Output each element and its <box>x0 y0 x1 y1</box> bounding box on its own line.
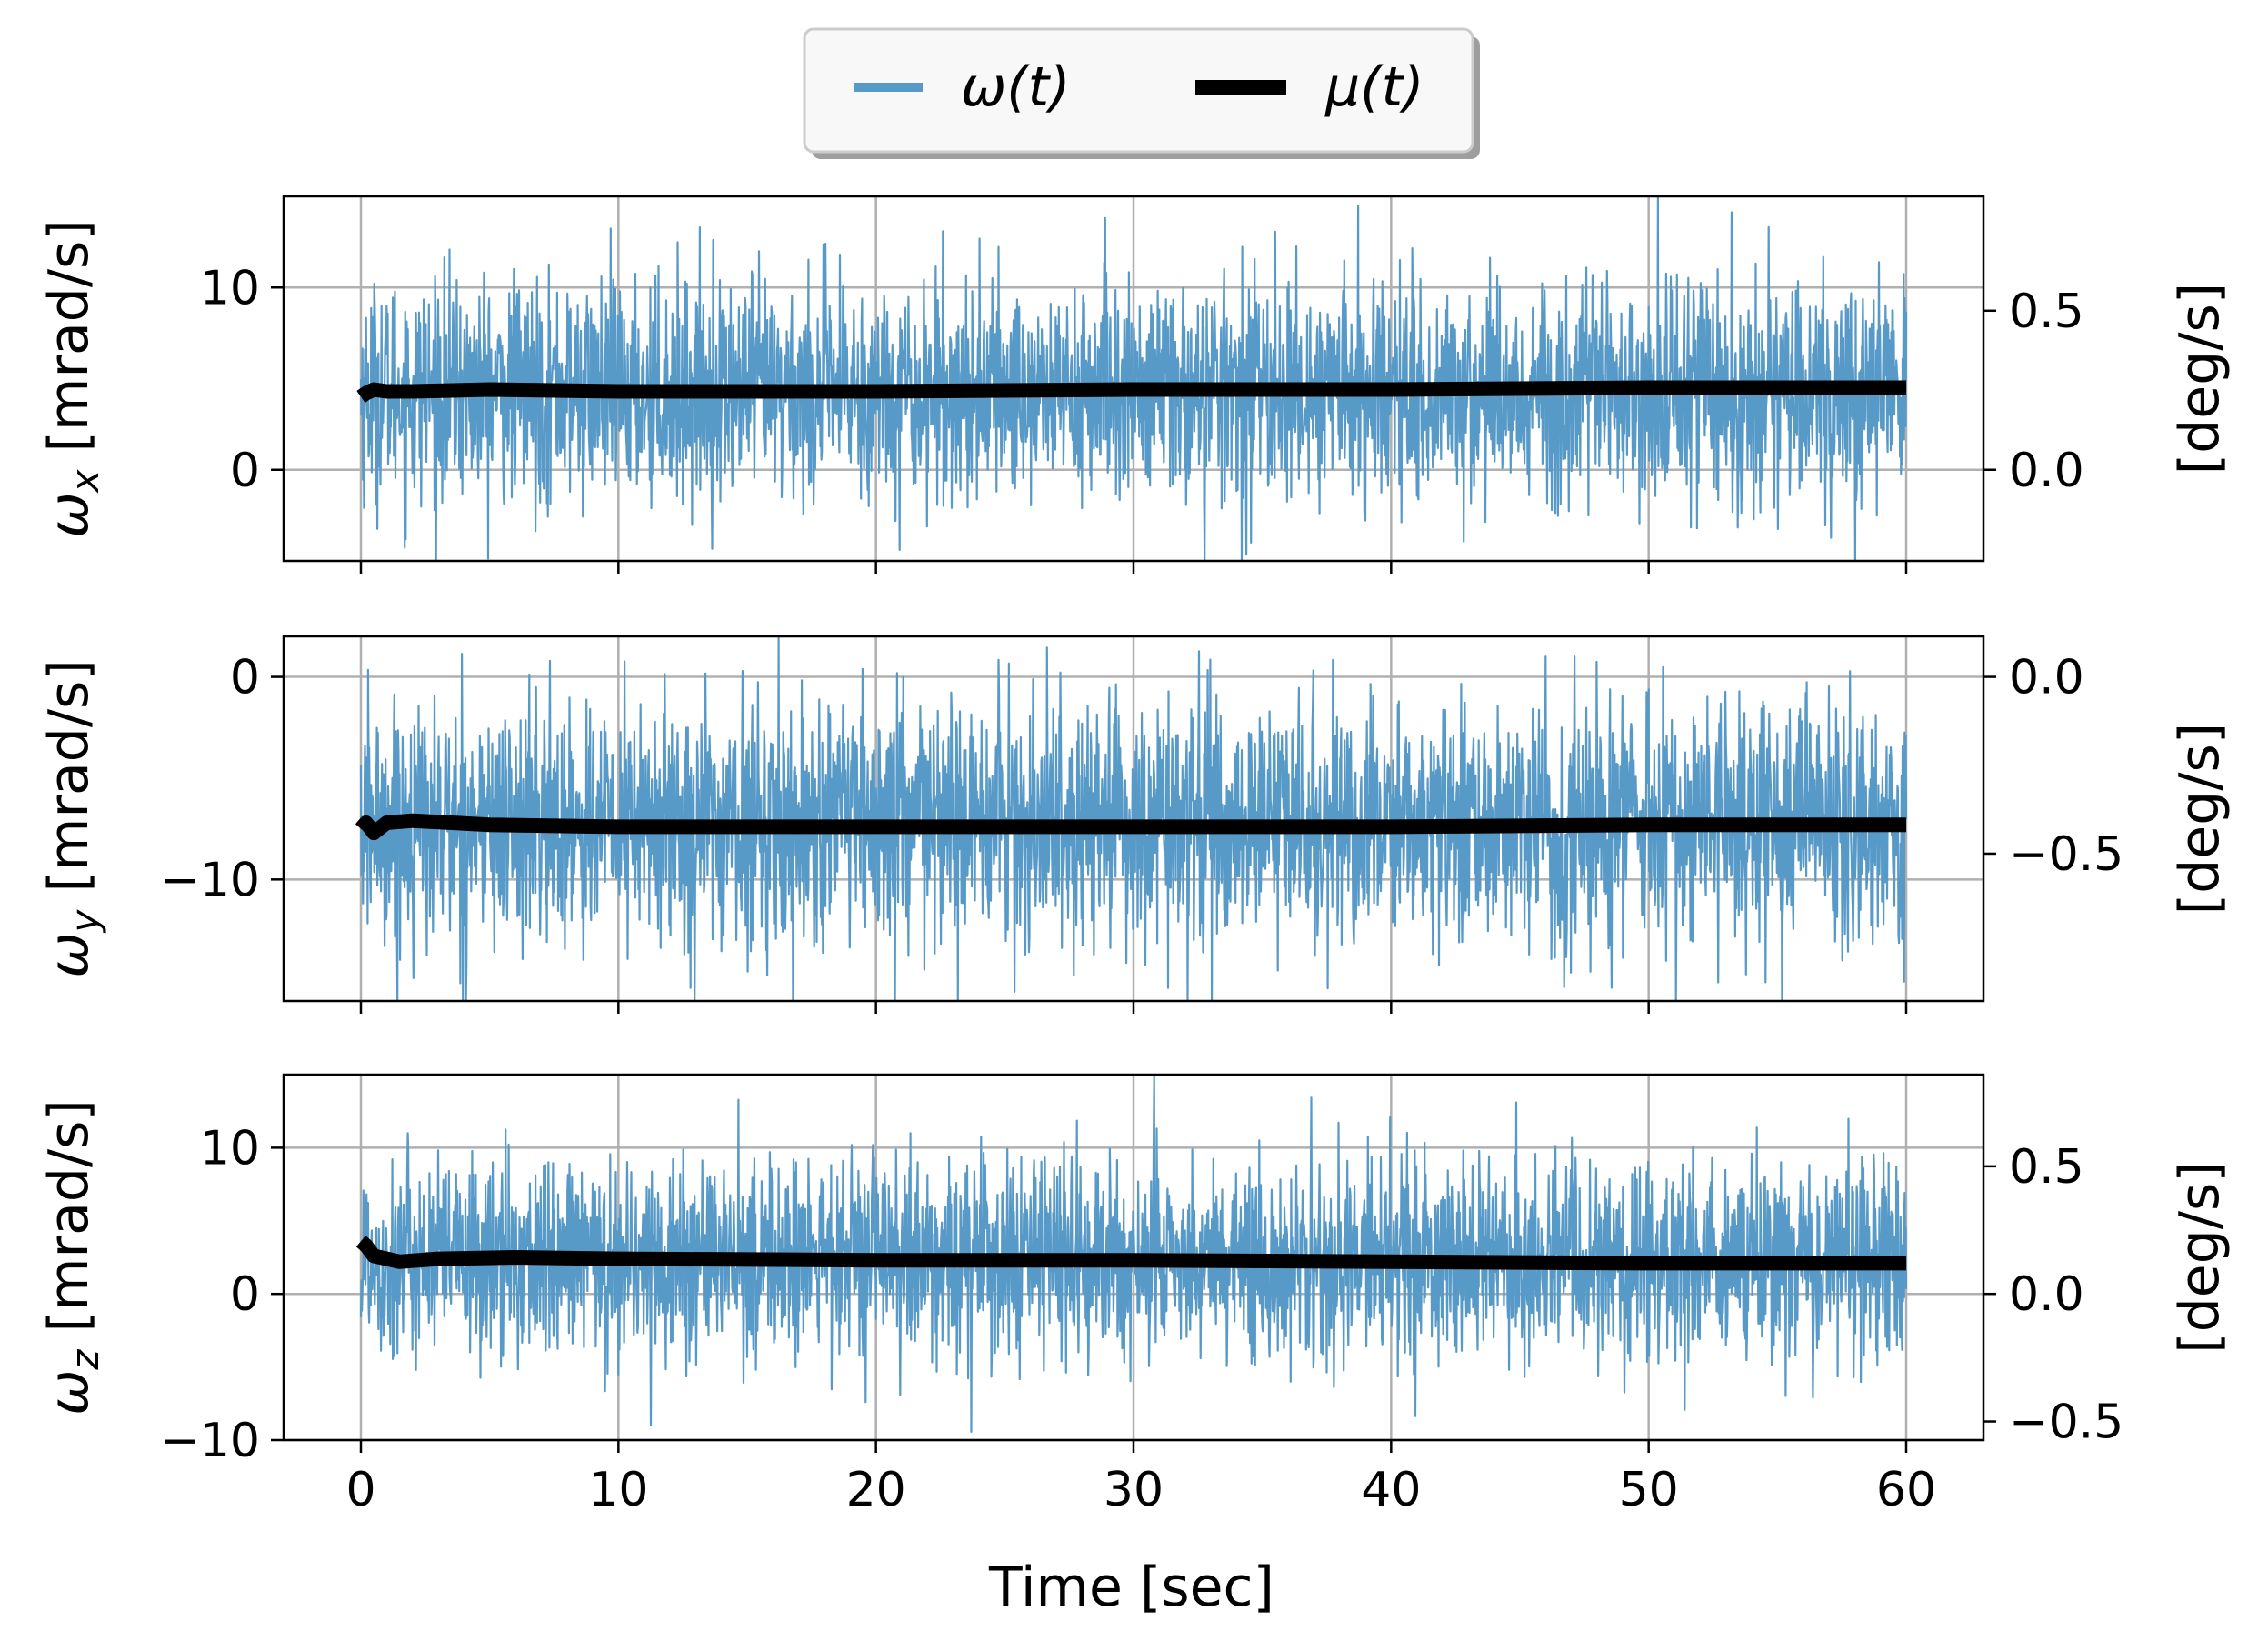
y-tick-label: 10 <box>200 261 260 315</box>
series-group <box>356 196 1908 561</box>
right-axis-label: [deg/s] <box>2168 723 2232 915</box>
y-tick-label: 0 <box>230 444 260 498</box>
y-tick-label: −10 <box>160 853 260 907</box>
x-tick-label: 10 <box>588 1463 648 1517</box>
mean-line <box>355 813 1906 841</box>
y-tick-label: 0 <box>230 1267 260 1322</box>
right-tick-label: 0.5 <box>2009 285 2084 339</box>
panel-omega-y: −10 0 −0.5 0.0 ωy [mrad/s] [deg/s] <box>37 635 2232 1014</box>
y-tick-label: 0 <box>230 651 260 705</box>
right-tick-label: 0.5 <box>2009 1140 2084 1195</box>
right-tick-label: 0.0 <box>2009 444 2084 498</box>
y-axis-label: ωx [mrad/s] <box>37 219 107 537</box>
right-tick-label: −0.5 <box>2009 827 2123 882</box>
panel-omega-z: 0 10 20 30 40 50 60 −10 0 10 −0.5 0.0 0.5 ωz [mrad/s]… <box>37 1073 2232 1517</box>
x-tick-label: 50 <box>1619 1463 1679 1517</box>
legend-label-mean: μ(t) <box>1324 55 1424 119</box>
x-axis-label: Time [sec] <box>988 1556 1274 1619</box>
y-tick-label: −10 <box>160 1414 260 1468</box>
y-tick-label: 10 <box>200 1121 260 1176</box>
mean-line <box>356 380 1906 404</box>
panel-omega-x: 0 10 0.0 0.5 ωx [mrad/s] [deg/s] <box>37 195 2232 574</box>
x-tick-label: 40 <box>1361 1463 1421 1517</box>
series-group <box>355 1075 1908 1433</box>
mean-line <box>355 1236 1906 1271</box>
right-axis-label: [deg/s] <box>2168 1161 2232 1353</box>
signal-line <box>359 196 1908 561</box>
right-tick-label: 0.0 <box>2009 651 2084 705</box>
y-axis-label: ωy [mrad/s] <box>37 659 107 977</box>
series-group <box>355 636 1908 1001</box>
right-tick-label: −0.5 <box>2009 1396 2123 1450</box>
x-tick-label: 0 <box>345 1463 375 1517</box>
y-axis-label: ωz [mrad/s] <box>37 1099 107 1416</box>
x-tick-label: 20 <box>846 1463 906 1517</box>
right-tick-label: 0.0 <box>2009 1267 2084 1322</box>
legend: ω(t) μ(t) <box>803 27 1480 159</box>
x-tick-label: 30 <box>1104 1463 1164 1517</box>
legend-label-signal: ω(t) <box>961 55 1071 119</box>
right-axis-label: [deg/s] <box>2168 283 2232 475</box>
legend-box <box>803 27 1474 154</box>
x-tick-label: 60 <box>1876 1463 1936 1517</box>
